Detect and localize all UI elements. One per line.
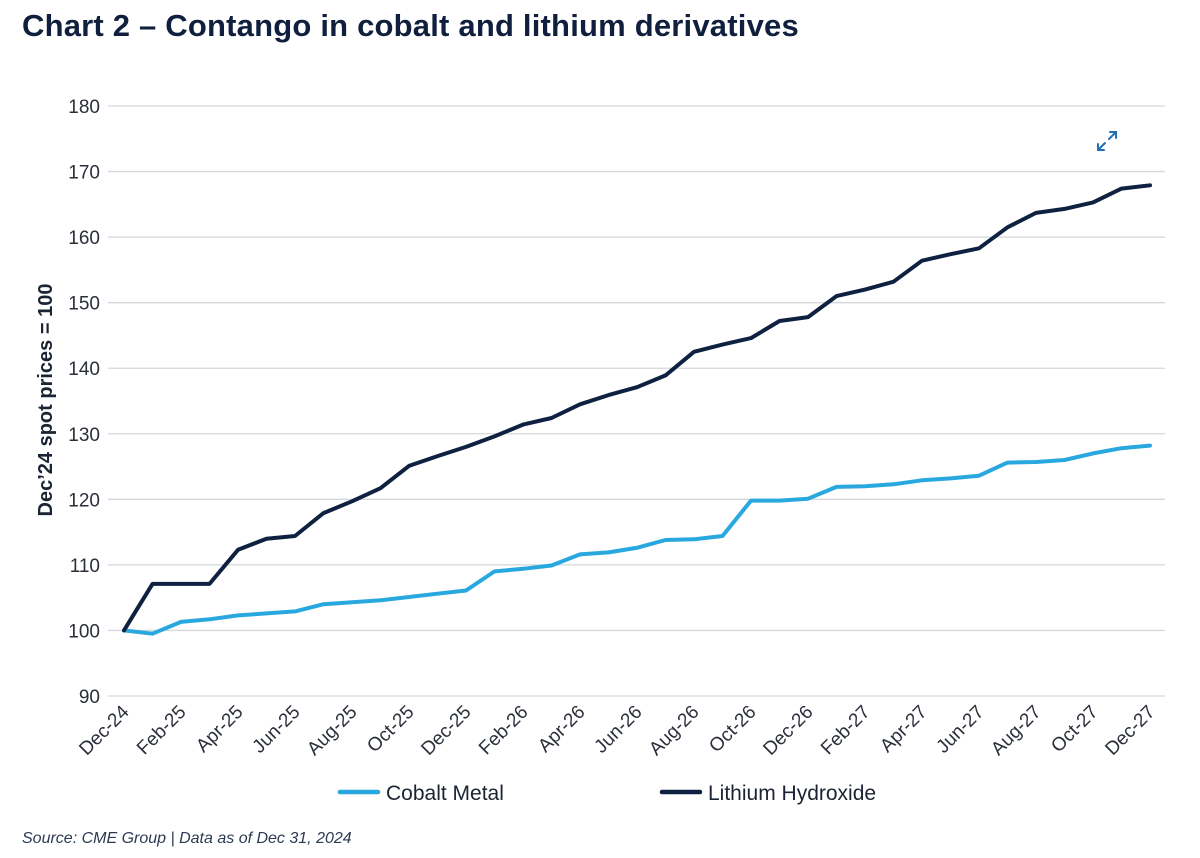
series-line-0 [122,443,1152,636]
x-tick-label: Jun-26 [591,702,647,758]
y-tick-label: 130 [68,425,100,446]
x-tick-label: Aug-26 [645,702,703,760]
grid-lines [108,105,1165,697]
y-tick-label: 150 [68,294,100,315]
x-tick-label: Dec-26 [759,702,817,760]
series-lines [122,183,1152,636]
x-tick-label: Dec-24 [75,701,133,759]
series-line-1 [122,183,1152,633]
y-axis-ticks: 90 100 110 120 130 140 150 160 170 180 [68,97,100,708]
y-tick-label: 100 [68,621,100,642]
y-tick-label: 120 [68,490,100,511]
x-tick-label: Feb-25 [133,702,190,759]
x-tick-label: Apr-27 [876,702,931,757]
expand-icon[interactable] [1092,128,1122,156]
x-tick-label: Feb-27 [817,702,874,759]
x-tick-label: Aug-25 [303,702,361,760]
x-tick-label: Oct-26 [705,702,760,757]
x-tick-label: Jun-25 [249,702,305,758]
x-tick-label: Feb-26 [475,702,532,759]
x-tick-label: Dec-27 [1101,702,1159,760]
x-tick-label: Jun-27 [933,702,989,758]
y-tick-label: 160 [68,228,100,249]
x-tick-label: Apr-26 [534,702,589,757]
y-tick-label: 90 [79,687,100,708]
legend-label-1: Lithium Hydroxide [708,782,876,805]
x-tick-label: Oct-25 [363,702,418,757]
x-tick-label: Oct-27 [1047,702,1102,757]
y-tick-label: 110 [70,556,100,577]
y-tick-label: 180 [68,97,100,118]
source-note: Source: CME Group | Data as of Dec 31, 2… [22,830,352,847]
y-tick-label: 170 [68,163,100,184]
y-axis-label: Dec’24 spot prices = 100 [35,284,57,517]
chart-title: Chart 2 – Contango in cobalt and lithium… [22,8,799,43]
x-tick-label: Aug-27 [987,702,1045,760]
y-tick-label: 140 [68,359,100,380]
legend: Cobalt Metal Lithium Hydroxide [337,782,876,805]
legend-label-0: Cobalt Metal [386,782,504,805]
x-tick-label: Apr-25 [192,702,247,757]
x-tick-label: Dec-25 [417,702,475,760]
